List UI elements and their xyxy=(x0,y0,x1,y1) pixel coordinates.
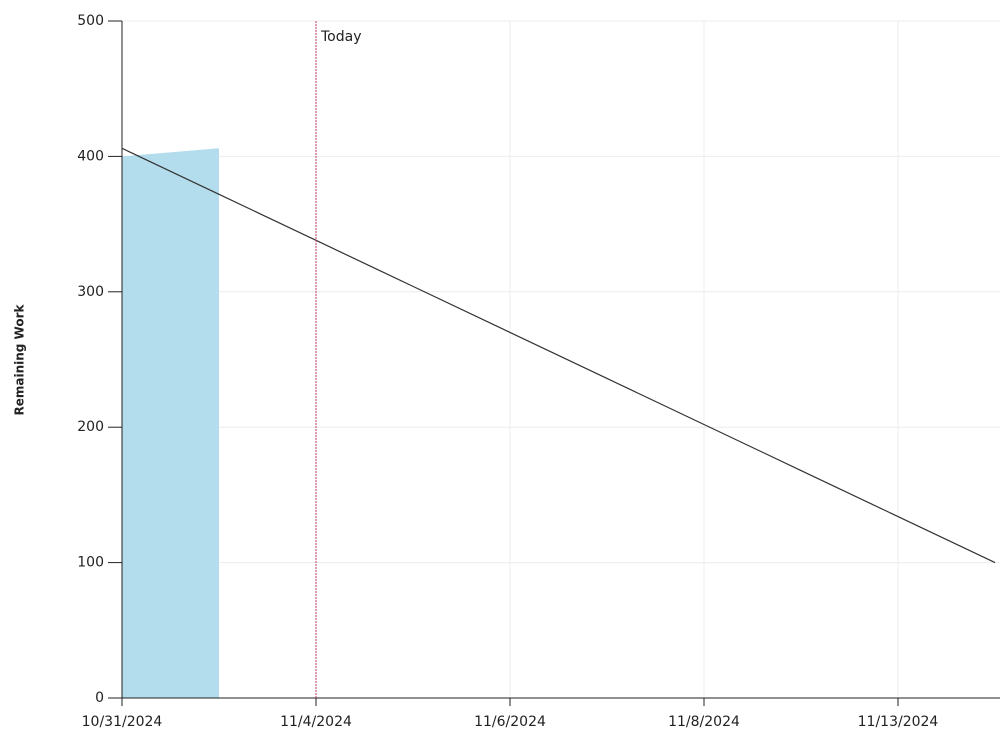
x-tick-label: 11/4/2024 xyxy=(280,714,352,730)
y-tick-label: 200 xyxy=(77,419,104,435)
remaining-area xyxy=(122,148,219,698)
x-tick-label: 11/13/2024 xyxy=(858,714,939,730)
x-tick-label: 10/31/2024 xyxy=(82,714,163,730)
y-tick-label: 0 xyxy=(95,690,104,706)
y-tick-label: 400 xyxy=(77,148,104,164)
x-tick-label: 11/8/2024 xyxy=(668,714,740,730)
ideal-trend-line xyxy=(121,147,996,564)
y-tick-label: 300 xyxy=(77,284,104,300)
x-tick-label: 11/6/2024 xyxy=(474,714,546,730)
y-tick-label: 500 xyxy=(77,13,104,29)
today-label: Today xyxy=(320,29,362,45)
y-axis-label: Remaining Work xyxy=(13,303,27,415)
y-tick-label: 100 xyxy=(77,555,104,571)
